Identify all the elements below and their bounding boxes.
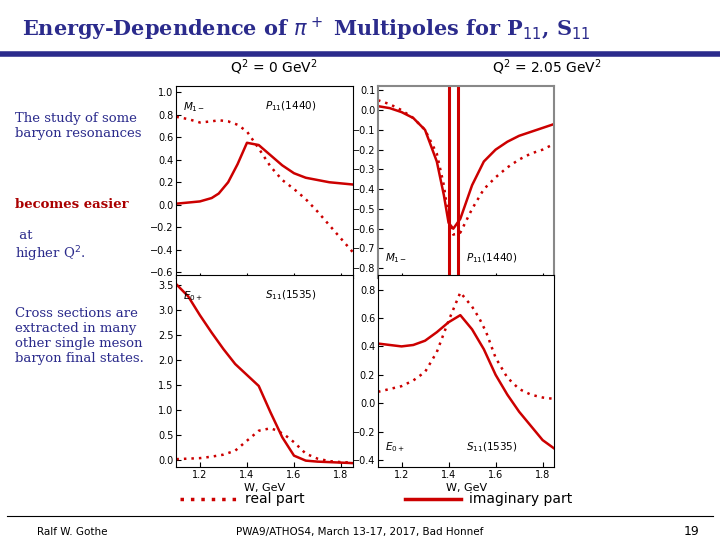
Text: Q$^2$ = 0 GeV$^2$: Q$^2$ = 0 GeV$^2$ [230, 58, 318, 77]
Text: becomes easier: becomes easier [15, 198, 129, 211]
Text: Cross sections are
extracted in many
other single meson
baryon final states.: Cross sections are extracted in many oth… [15, 307, 144, 364]
Text: Ralf W. Gothe: Ralf W. Gothe [37, 526, 107, 537]
Text: $S_{11}(1535)$: $S_{11}(1535)$ [467, 440, 518, 454]
Text: $M_{1-}$: $M_{1-}$ [385, 251, 408, 265]
Text: Q$^2$ = 2.05 GeV$^2$: Q$^2$ = 2.05 GeV$^2$ [492, 58, 602, 77]
Text: 19: 19 [683, 525, 699, 538]
Text: The study of some
baryon resonances: The study of some baryon resonances [15, 112, 142, 155]
Text: $E_{0+}$: $E_{0+}$ [184, 289, 203, 302]
Text: real part: real part [245, 492, 305, 506]
Text: $P_{11}(1440)$: $P_{11}(1440)$ [265, 100, 316, 113]
Text: Energy-Dependence of $\pi^+$ Multipoles for P$_{11}$, S$_{11}$: Energy-Dependence of $\pi^+$ Multipoles … [22, 16, 590, 43]
X-axis label: W, GeV: W, GeV [446, 483, 487, 492]
Text: imaginary part: imaginary part [469, 492, 572, 506]
Text: PWA9/ATHOS4, March 13-17, 2017, Bad Honnef: PWA9/ATHOS4, March 13-17, 2017, Bad Honn… [236, 526, 484, 537]
Text: $E_{0+}$: $E_{0+}$ [385, 440, 405, 454]
X-axis label: W, GeV: W, GeV [244, 483, 285, 492]
Text: $M_{1-}$: $M_{1-}$ [184, 100, 206, 113]
Text: $P_{11}(1440)$: $P_{11}(1440)$ [467, 251, 518, 265]
Text: $S_{11}(1535)$: $S_{11}(1535)$ [265, 289, 316, 302]
Text: at
higher Q$^2$.: at higher Q$^2$. [15, 229, 86, 264]
